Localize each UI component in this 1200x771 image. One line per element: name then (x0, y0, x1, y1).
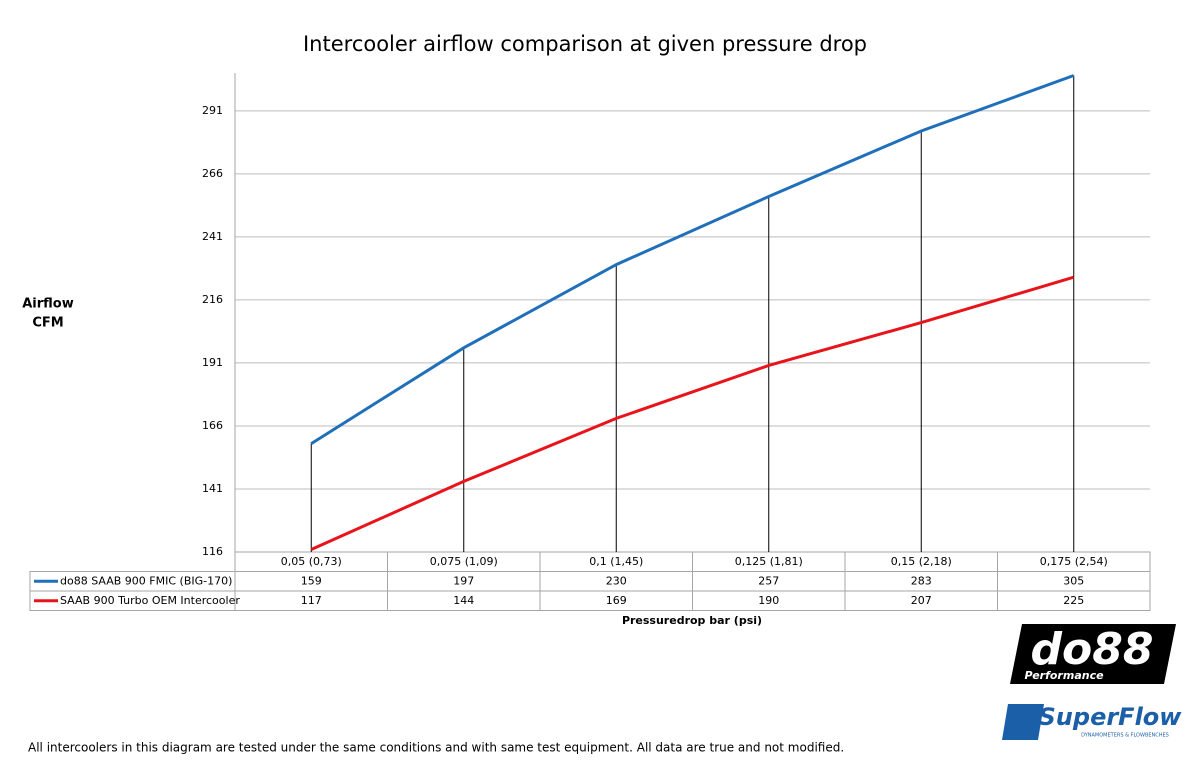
x-tick-label: 0,15 (2,18) (891, 555, 952, 568)
y-axis-label: CFM (32, 316, 63, 331)
table-value: 197 (453, 574, 474, 587)
table-value: 144 (453, 594, 474, 607)
table-cell (29, 590, 236, 611)
x-tick-label: 0,05 (0,73) (281, 555, 342, 568)
logo-mark (1002, 704, 1044, 740)
logo-text: Performance (1024, 669, 1104, 682)
y-tick-label: 141 (202, 482, 223, 495)
table-value: 190 (758, 594, 779, 607)
table-value: 283 (911, 574, 932, 587)
do88-logo: do88 Performance (1010, 624, 1176, 684)
legend-label: do88 SAAB 900 FMIC (BIG-170) (60, 574, 232, 587)
y-tick-label: 166 (202, 419, 223, 432)
x-tick-label: 0,175 (2,54) (1040, 555, 1108, 568)
x-axis-label: Pressuredrop bar (psi) (622, 614, 762, 627)
x-tick-label: 0,125 (1,81) (735, 555, 803, 568)
footnote: All intercoolers in this diagram are tes… (28, 741, 844, 755)
legend-label: SAAB 900 Turbo OEM Intercooler (60, 594, 240, 607)
table-value: 230 (606, 574, 627, 587)
y-tick-label: 216 (202, 293, 223, 306)
logo-background (1010, 624, 1176, 684)
table-value: 169 (606, 594, 627, 607)
series-line (310, 74, 1075, 445)
x-tick-label: 0,075 (1,09) (430, 555, 498, 568)
series-line (310, 275, 1075, 551)
logo-text: DYNAMOMETERS & FLOWBENCHES (1081, 733, 1169, 739)
logo-text: SuperFlow (1039, 703, 1183, 731)
table-value: 305 (1063, 574, 1084, 587)
chart-title: Intercooler airflow comparison at given … (303, 32, 867, 56)
table-value: 207 (911, 594, 932, 607)
x-tick-label: 0,1 (1,45) (589, 555, 643, 568)
table-value: 159 (301, 574, 322, 587)
table-value: 117 (301, 594, 322, 607)
superflow-logo: SuperFlow DYNAMOMETERS & FLOWBENCHES (1002, 703, 1182, 740)
table-value: 257 (758, 574, 779, 587)
logo-text: do88 (1031, 624, 1154, 675)
y-tick-label: 116 (202, 545, 223, 558)
y-tick-label: 266 (202, 167, 223, 180)
y-tick-label: 291 (202, 104, 223, 117)
table-value: 225 (1063, 594, 1084, 607)
y-tick-label: 191 (202, 356, 223, 369)
y-tick-label: 241 (202, 230, 223, 243)
y-axis-label: Airflow (22, 297, 74, 312)
